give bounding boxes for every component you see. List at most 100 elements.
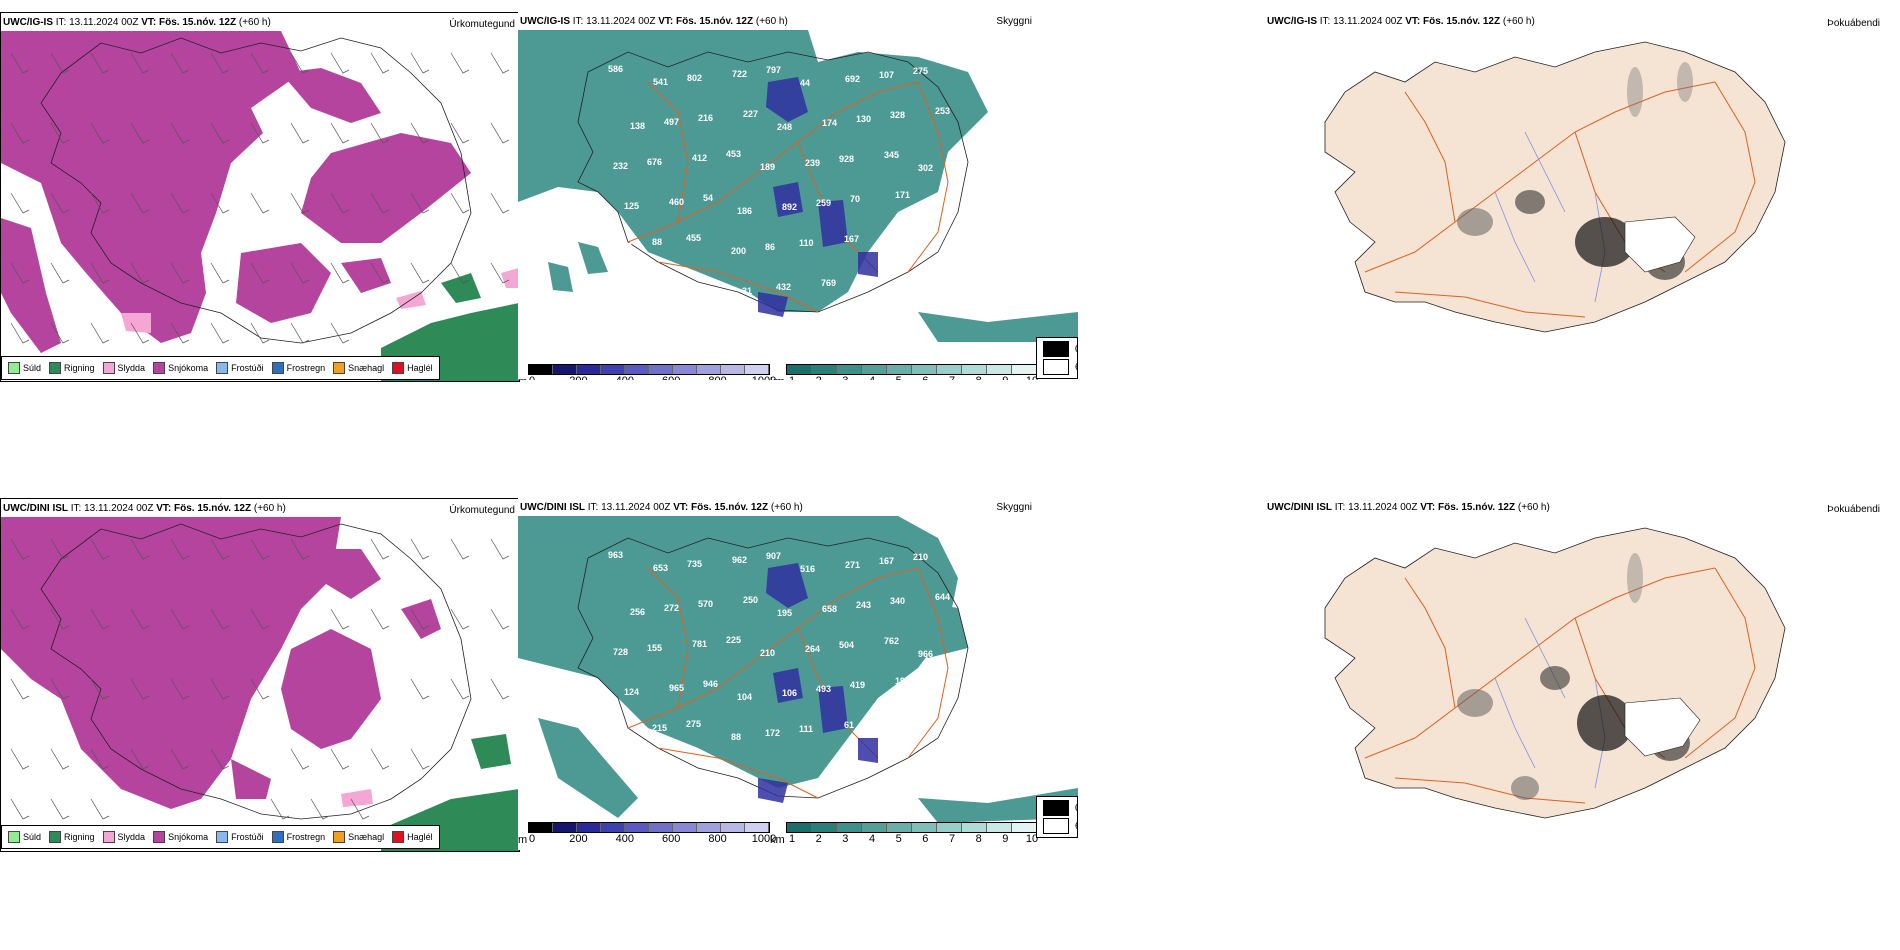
- colorbar-tick-label: 200: [569, 833, 588, 845]
- visibility-unit: km: [770, 376, 785, 380]
- panel-header: UWC/IG-IS IT: 13.11.2024 00Z VT: Fös. 15…: [3, 17, 271, 28]
- panel-title: Þokuábendi: [1827, 18, 1880, 29]
- elevation-label: 248: [777, 122, 792, 132]
- legend-item: Haglél: [392, 831, 433, 843]
- legend-item: Rigning: [49, 831, 95, 843]
- sleet-area: [341, 789, 373, 807]
- visibility-panel-top: 586 541 802 722 797 44 692 107 275 138 497 216 227 24…: [518, 12, 1078, 380]
- elevation-label: 167: [879, 556, 894, 566]
- elevation-label: 497: [664, 117, 679, 127]
- legend-swatch-rain: [49, 831, 62, 843]
- panel-header: UWC/IG-IS IT: 13.11.2024 00Z VT: Fös. 15…: [1267, 16, 1535, 27]
- fog-key-swatch-white: [1043, 818, 1069, 834]
- elevation-label: 797: [766, 65, 781, 75]
- elevation-label: 570: [698, 599, 713, 609]
- vt-value: Fös. 15.nóv. 12Z: [174, 503, 252, 514]
- elevation-label: 586: [608, 64, 623, 74]
- elevation-label: 735: [687, 559, 702, 569]
- fog-index-panel-bottom: UWC/DINI ISL IT: 13.11.2024 00Z VT: Fös.…: [1265, 498, 1900, 850]
- fog-index-map-bottom: [1265, 498, 1900, 850]
- it-label: IT:: [1334, 502, 1346, 513]
- colorbar-segment: [862, 365, 887, 374]
- legend-label: Rigning: [64, 363, 95, 373]
- colorbar-segment: [529, 365, 553, 374]
- colorbar-tick-label: 5: [896, 375, 902, 380]
- colorbar-tick-label: 800: [708, 375, 726, 380]
- colorbar-segment: [787, 365, 812, 374]
- legend-swatch-freezing-drizzle: [216, 831, 229, 843]
- it-value: 13.11.2024 00Z: [1348, 502, 1418, 513]
- colorbar-segment: [987, 823, 1012, 832]
- model-name: UWC/DINI ISL: [3, 503, 68, 514]
- elevation-label: 215: [652, 723, 667, 733]
- it-label: IT:: [55, 17, 67, 28]
- elevation-label: 186: [737, 206, 752, 216]
- elevation-label: 67: [618, 727, 628, 737]
- lead-time: (+60 h): [1502, 16, 1535, 27]
- colorbar-segment: [1012, 365, 1037, 374]
- vt-value: Fös. 15.nóv. 12Z: [1438, 502, 1516, 513]
- elevation-label: 653: [653, 563, 668, 573]
- elevation-label: 328: [890, 110, 905, 120]
- colorbar-tick-label: 6: [922, 833, 929, 845]
- elevation-label: 227: [743, 109, 758, 119]
- elevation-label: 728: [613, 647, 628, 657]
- precip-type-map-bottom: [1, 499, 519, 851]
- colorbar-tick-label: 600: [662, 375, 680, 380]
- lead-time: (+60 h): [755, 16, 788, 27]
- elevation-label: 802: [687, 73, 702, 83]
- legend-swatch-snow-pellets: [333, 831, 346, 843]
- panel-title: Úrkomutegund: [449, 505, 515, 516]
- legend-item: Snjókoma: [153, 362, 208, 374]
- model-name: UWC/DINI ISL: [520, 502, 585, 513]
- panel-header: UWC/IG-IS IT: 13.11.2024 00Z VT: Fös. 15…: [520, 16, 788, 27]
- elevation-label: 174: [822, 118, 837, 128]
- panel-header: UWC/DINI ISL IT: 13.11.2024 00Z VT: Fös.…: [1267, 502, 1550, 513]
- elevation-label: 892: [782, 202, 797, 212]
- colorbar-tick-label: 400: [615, 833, 634, 845]
- colorbar-tick-label: 0: [528, 833, 536, 845]
- fog-index-map-top: [1265, 12, 1900, 380]
- colorbar-tick-label: 8: [975, 833, 982, 845]
- colorbar-segment: [962, 823, 987, 832]
- elevation-label: 966: [918, 649, 933, 659]
- elevation-label: 120: [855, 274, 870, 284]
- colorbar-tick-label: 3: [842, 833, 849, 845]
- fog-patches: [1457, 62, 1693, 280]
- legend-item: Frostregn: [271, 831, 325, 843]
- fog-key: 0 60: [1036, 796, 1078, 838]
- elevation-strip: [528, 364, 770, 375]
- colorbar-segment: [697, 365, 721, 374]
- fog-key-value: 60: [1075, 820, 1078, 832]
- colorbar-segment: [601, 823, 625, 832]
- elevation-label: 516: [800, 564, 815, 574]
- colorbar-segment: [812, 365, 837, 374]
- legend-label: Rigning: [64, 832, 95, 842]
- wind-barbs: [10, 538, 510, 820]
- colorbar-segment: [721, 823, 745, 832]
- elevation-label: 73: [929, 689, 939, 699]
- panel-title: Úrkomutegund: [449, 19, 515, 30]
- elevation-label: 200: [731, 246, 746, 256]
- elevation-label: 455: [686, 233, 701, 243]
- vt-value: Fös. 15.nóv. 12Z: [159, 17, 237, 28]
- elevation-colorbar: m 0 200 400 600 800 1000: [518, 820, 776, 848]
- lead-time: (+60 h): [770, 502, 803, 513]
- elevation-label: 451: [618, 241, 633, 251]
- vt-value: Fös. 15.nóv. 12Z: [691, 502, 769, 513]
- low-visibility-area: [518, 516, 1078, 823]
- colorbar-segment: [649, 823, 673, 832]
- colorbar-tick-label: 7: [949, 375, 955, 380]
- glaciers: [758, 77, 878, 317]
- colorbar-segment: [601, 365, 625, 374]
- elevation-unit: m: [518, 834, 528, 846]
- precip-legend: Súld Rigning Slydda Snjókoma Frostúði Fr…: [1, 825, 440, 849]
- fog-index-panel-top: UWC/IG-IS IT: 13.11.2024 00Z VT: Fös. 15…: [1265, 12, 1900, 380]
- it-value: 13.11.2024 00Z: [601, 502, 671, 513]
- colorbar-tick-label: 1: [788, 833, 796, 845]
- elevation-label: 256: [630, 607, 645, 617]
- colorbar-tick-label: 800: [708, 833, 727, 845]
- colorbar-segment: [962, 365, 987, 374]
- model-name: UWC/IG-IS: [3, 17, 53, 28]
- colorbar-segment: [837, 823, 862, 832]
